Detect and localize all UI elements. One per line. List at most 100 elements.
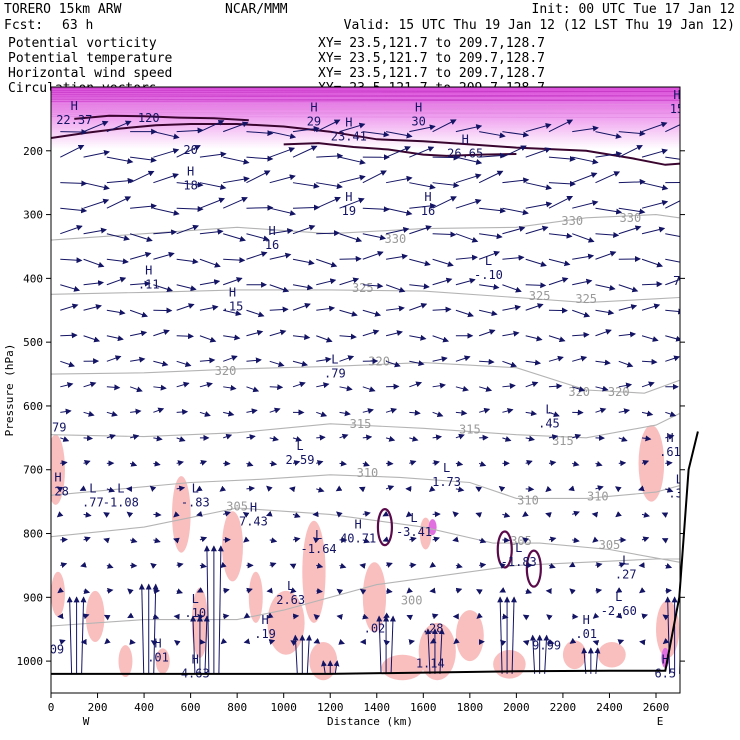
pv-band-line bbox=[51, 98, 680, 101]
wind-vector bbox=[223, 334, 241, 341]
wind-vector bbox=[452, 511, 459, 518]
wind-vector bbox=[409, 303, 428, 311]
wind-vector bbox=[522, 537, 529, 544]
wind-vector bbox=[665, 587, 672, 594]
x-tick-label: 600 bbox=[181, 701, 201, 714]
wind-vector bbox=[316, 588, 323, 595]
wind-vector bbox=[269, 207, 297, 216]
pv-band-line bbox=[51, 111, 680, 114]
wind-vector bbox=[572, 386, 586, 392]
low-value: 2.63 bbox=[276, 593, 305, 607]
wind-vector bbox=[339, 309, 358, 317]
high-marker: H bbox=[229, 286, 236, 300]
wind-vector bbox=[641, 410, 654, 417]
wind-vector bbox=[150, 562, 157, 569]
wind-vector bbox=[83, 435, 94, 442]
wind-vector bbox=[313, 638, 321, 644]
wind-vector bbox=[409, 124, 436, 133]
high-marker: H bbox=[345, 115, 352, 129]
wind-vector bbox=[382, 536, 390, 542]
low-marker: L bbox=[315, 528, 322, 542]
wind-vector bbox=[153, 207, 180, 216]
high-value: 30 bbox=[411, 115, 425, 129]
wind-vector bbox=[592, 640, 600, 646]
wind-vector bbox=[409, 225, 432, 235]
wind-vector bbox=[592, 536, 599, 543]
wind-vector bbox=[83, 227, 108, 235]
wind-vector bbox=[129, 537, 138, 544]
wind-vector bbox=[246, 329, 264, 337]
wind-vector bbox=[106, 156, 134, 164]
wind-vector bbox=[662, 637, 670, 645]
wind-vector bbox=[615, 587, 623, 593]
wind-vector bbox=[362, 329, 380, 337]
wind-vector bbox=[642, 281, 663, 288]
wind-vector bbox=[335, 485, 343, 492]
wind-vector bbox=[362, 233, 387, 241]
theta-label: 305 bbox=[226, 500, 248, 514]
wind-vector bbox=[103, 537, 110, 544]
pv-band-line bbox=[51, 99, 680, 102]
theta-label: 325 bbox=[575, 292, 597, 306]
wind-vector bbox=[525, 359, 542, 366]
wind-vector bbox=[176, 181, 204, 188]
wind-vector bbox=[103, 512, 110, 518]
wind-vector bbox=[642, 358, 658, 365]
theta-label: 330 bbox=[385, 232, 407, 246]
wind-vector bbox=[246, 155, 274, 162]
pv-band-line bbox=[51, 103, 680, 105]
wind-vector bbox=[222, 196, 248, 209]
wind-vector bbox=[199, 182, 227, 190]
high-marker: H bbox=[462, 133, 469, 147]
updraft-vector bbox=[510, 596, 517, 674]
wind-vector bbox=[60, 562, 68, 568]
high-value: .19 bbox=[254, 627, 276, 641]
high-value: 22.37 bbox=[56, 113, 92, 127]
wind-vector bbox=[316, 196, 341, 209]
wind-vector bbox=[385, 435, 396, 442]
wind-vector bbox=[572, 253, 595, 260]
high-value: .15 bbox=[222, 300, 244, 314]
wind-vector bbox=[641, 536, 650, 543]
theta-label: 330 bbox=[561, 214, 583, 228]
wind-vector bbox=[359, 588, 367, 595]
wind-vector bbox=[152, 613, 160, 620]
wind-vector bbox=[595, 485, 604, 492]
wind-vector bbox=[525, 258, 547, 267]
wind-vector bbox=[173, 537, 180, 544]
wind-vector bbox=[665, 124, 680, 133]
wind-vector bbox=[269, 131, 297, 140]
wind-vector bbox=[153, 251, 175, 260]
wind-vector bbox=[618, 284, 639, 293]
wind-vector bbox=[615, 486, 622, 493]
wind-vector bbox=[665, 355, 680, 362]
x-tick-label: 1200 bbox=[317, 701, 344, 714]
wind-vector bbox=[106, 309, 126, 316]
wind-vector bbox=[176, 381, 190, 388]
wind-vector bbox=[129, 461, 138, 467]
high-value: 26.65 bbox=[447, 147, 483, 161]
updraft-vector bbox=[203, 545, 210, 674]
wind-vector bbox=[60, 460, 68, 467]
low-marker: L bbox=[287, 579, 294, 593]
x-tick-label: 800 bbox=[227, 701, 247, 714]
wind-vector bbox=[176, 408, 189, 415]
low-value: .79 bbox=[324, 367, 346, 381]
wind-vector bbox=[455, 173, 482, 184]
wind-vector bbox=[455, 355, 471, 362]
y-tick-label: 900 bbox=[23, 591, 43, 604]
wind-vector bbox=[83, 410, 95, 417]
wind-vector bbox=[665, 486, 674, 493]
wind-vector bbox=[595, 309, 615, 316]
wind-vector bbox=[83, 304, 102, 311]
wind-vector bbox=[595, 131, 622, 139]
low-value: -1.08 bbox=[103, 496, 139, 510]
wind-vector bbox=[149, 485, 157, 492]
forecast-hours: 63 h bbox=[62, 18, 93, 33]
wind-vector bbox=[83, 198, 110, 209]
wind-vector bbox=[362, 461, 370, 467]
wind-vector bbox=[498, 485, 506, 492]
field-value-label: 1.14 bbox=[416, 656, 445, 670]
wind-vector bbox=[429, 637, 437, 644]
wind-vector bbox=[153, 284, 174, 293]
